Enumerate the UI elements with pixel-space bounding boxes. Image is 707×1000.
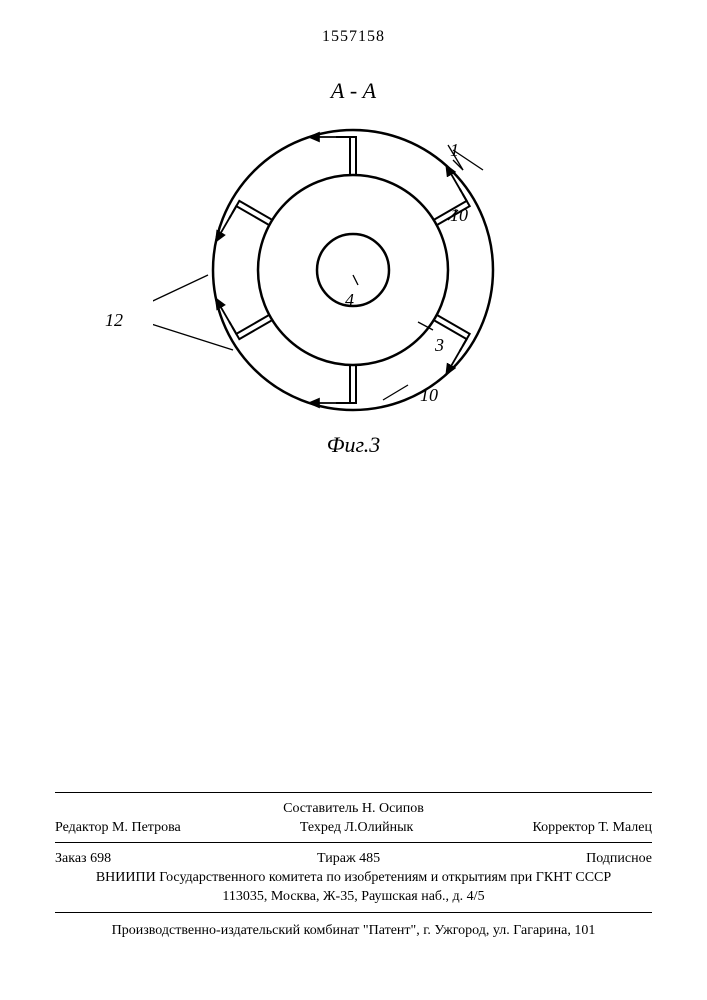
order-block: Заказ 698 Тираж 485 Подписное ВНИИПИ Гос… [55, 850, 652, 907]
org-line2: 113035, Москва, Ж-35, Раушская наб., д. … [55, 888, 652, 907]
patent-page: 1557158 А - А 1 10 4 3 10 12 Фиг.3 Соста… [0, 0, 707, 1000]
rule-1 [55, 792, 652, 793]
callout-4: 4 [345, 290, 354, 311]
compiler-name: Н. Осипов [362, 801, 424, 816]
figure-label: Фиг.3 [0, 432, 707, 458]
callout-1: 1 [450, 140, 459, 161]
org-line1: ВНИИПИ Государственного комитета по изоб… [55, 869, 652, 888]
compiler-line: Составитель Н. Осипов [55, 800, 652, 819]
publisher-line: Производственно-издательский комбинат "П… [55, 922, 652, 941]
rule-2 [55, 842, 652, 843]
corrector: Корректор Т. Малец [532, 819, 652, 838]
order: Заказ 698 [55, 850, 111, 869]
techred: Техред Л.Олийнык [300, 819, 413, 838]
callout-3: 3 [435, 335, 444, 356]
tirazh: Тираж 485 [317, 850, 380, 869]
callout-10b: 10 [420, 385, 438, 406]
credits-block: Составитель Н. Осипов Редактор М. Петров… [55, 800, 652, 838]
callout-10a: 10 [450, 205, 468, 226]
patent-number: 1557158 [0, 28, 707, 46]
editor: Редактор М. Петрова [55, 819, 181, 838]
compiler-label: Составитель [283, 801, 358, 816]
rule-3 [55, 912, 652, 913]
diagram-fig3 [153, 100, 553, 440]
credits-row: Редактор М. Петрова Техред Л.Олийнык Кор… [55, 819, 652, 838]
callout-12: 12 [105, 310, 123, 331]
subscription: Подписное [586, 850, 652, 869]
